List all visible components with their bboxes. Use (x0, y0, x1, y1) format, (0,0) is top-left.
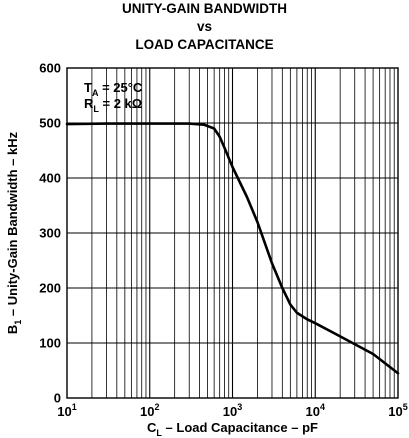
annotations: TA = 25°CRL = 2 kΩ (84, 80, 143, 114)
y-tick-label: 200 (39, 281, 61, 296)
y-axis-label-text: – Unity-Gain Bandwidth – kHz (5, 131, 20, 319)
x-tick-base: 10 (388, 404, 402, 419)
annotation-subscript: L (93, 104, 99, 114)
y-axis-label-subscript: 1 (13, 320, 23, 325)
y-axis-label-symbol: B (5, 325, 20, 334)
title-line: vs (196, 19, 213, 34)
x-axis-label-subscript: L (156, 428, 162, 438)
x-tick-base: 10 (223, 404, 237, 419)
annotation-value: = 25°C (98, 80, 142, 95)
x-tick-exponent: 5 (403, 402, 408, 412)
y-tick-label: 400 (39, 171, 61, 186)
y-tick-label: 0 (54, 391, 61, 406)
x-axis-label: CL – Load Capacitance – pF (147, 420, 318, 438)
plot-border (66, 67, 399, 399)
title-line: UNITY-GAIN BANDWIDTH (122, 1, 287, 16)
x-tick-label: 102 (140, 402, 159, 419)
gridlines (67, 68, 398, 398)
chart-title: UNITY-GAIN BANDWIDTH vs LOAD CAPACITANCE (0, 0, 409, 54)
series-layer (65, 122, 400, 375)
plot-frame (66, 67, 399, 399)
x-tick-exponent: 4 (320, 402, 325, 412)
x-tick-label: 101 (57, 402, 76, 419)
annotation-symbol: R (84, 96, 94, 111)
x-tick-base: 10 (306, 404, 320, 419)
series-line (65, 122, 400, 375)
annotation-subscript: A (92, 88, 99, 98)
y-tick-label: 500 (39, 116, 61, 131)
y-axis-label: B1 – Unity-Gain Bandwidth – kHz (5, 131, 23, 334)
x-tick-label: 103 (223, 402, 242, 419)
y-tick-label: 100 (39, 336, 61, 351)
x-axis-label-text: – Load Capacitance – pF (162, 420, 318, 435)
x-axis-label-symbol: C (147, 420, 157, 435)
y-tick-label: 300 (39, 226, 61, 241)
y-tick-label: 600 (39, 61, 61, 76)
annotation-value: = 2 kΩ (99, 96, 142, 111)
x-tick-label: 105 (388, 402, 407, 419)
x-tick-base: 10 (140, 404, 154, 419)
x-tick-exponent: 3 (237, 402, 242, 412)
x-tick-label: 104 (306, 402, 325, 419)
condition-annotation: TA = 25°C (84, 80, 143, 98)
x-tick-base: 10 (57, 404, 71, 419)
annotation-symbol: T (84, 80, 92, 95)
title-line: LOAD CAPACITANCE (135, 37, 274, 52)
x-tick-exponent: 1 (72, 402, 77, 412)
x-tick-exponent: 2 (154, 402, 159, 412)
condition-annotation: RL = 2 kΩ (84, 96, 142, 114)
